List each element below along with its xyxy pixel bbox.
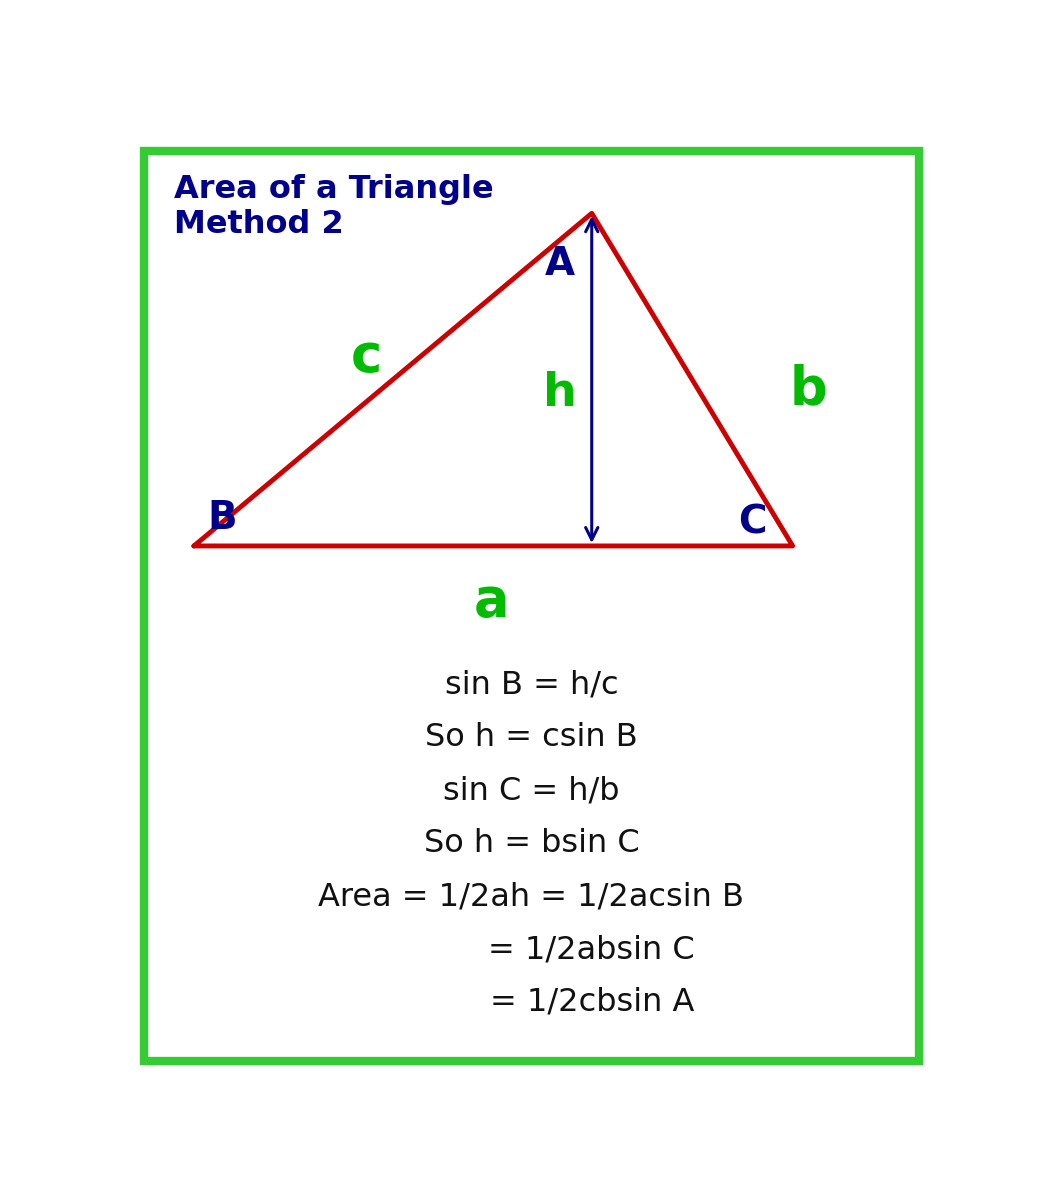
Text: = 1/2cbsin A: = 1/2cbsin A <box>489 986 694 1018</box>
Text: So h = bsin C: So h = bsin C <box>424 828 639 859</box>
Text: b: b <box>790 362 828 415</box>
Text: sin B = h/c: sin B = h/c <box>445 670 618 700</box>
Text: sin C = h/b: sin C = h/b <box>443 775 620 806</box>
Text: a: a <box>474 575 509 628</box>
Text: Method 2: Method 2 <box>174 209 343 240</box>
Text: B: B <box>207 499 236 538</box>
Text: So h = csin B: So h = csin B <box>425 721 638 752</box>
Text: C: C <box>738 504 766 542</box>
Text: Area = 1/2ah = 1/2acsin B: Area = 1/2ah = 1/2acsin B <box>318 882 745 912</box>
Text: = 1/2absin C: = 1/2absin C <box>488 935 695 965</box>
Text: c: c <box>352 330 383 383</box>
Text: A: A <box>544 245 574 283</box>
Text: h: h <box>542 371 577 416</box>
Text: Area of a Triangle: Area of a Triangle <box>174 174 494 204</box>
